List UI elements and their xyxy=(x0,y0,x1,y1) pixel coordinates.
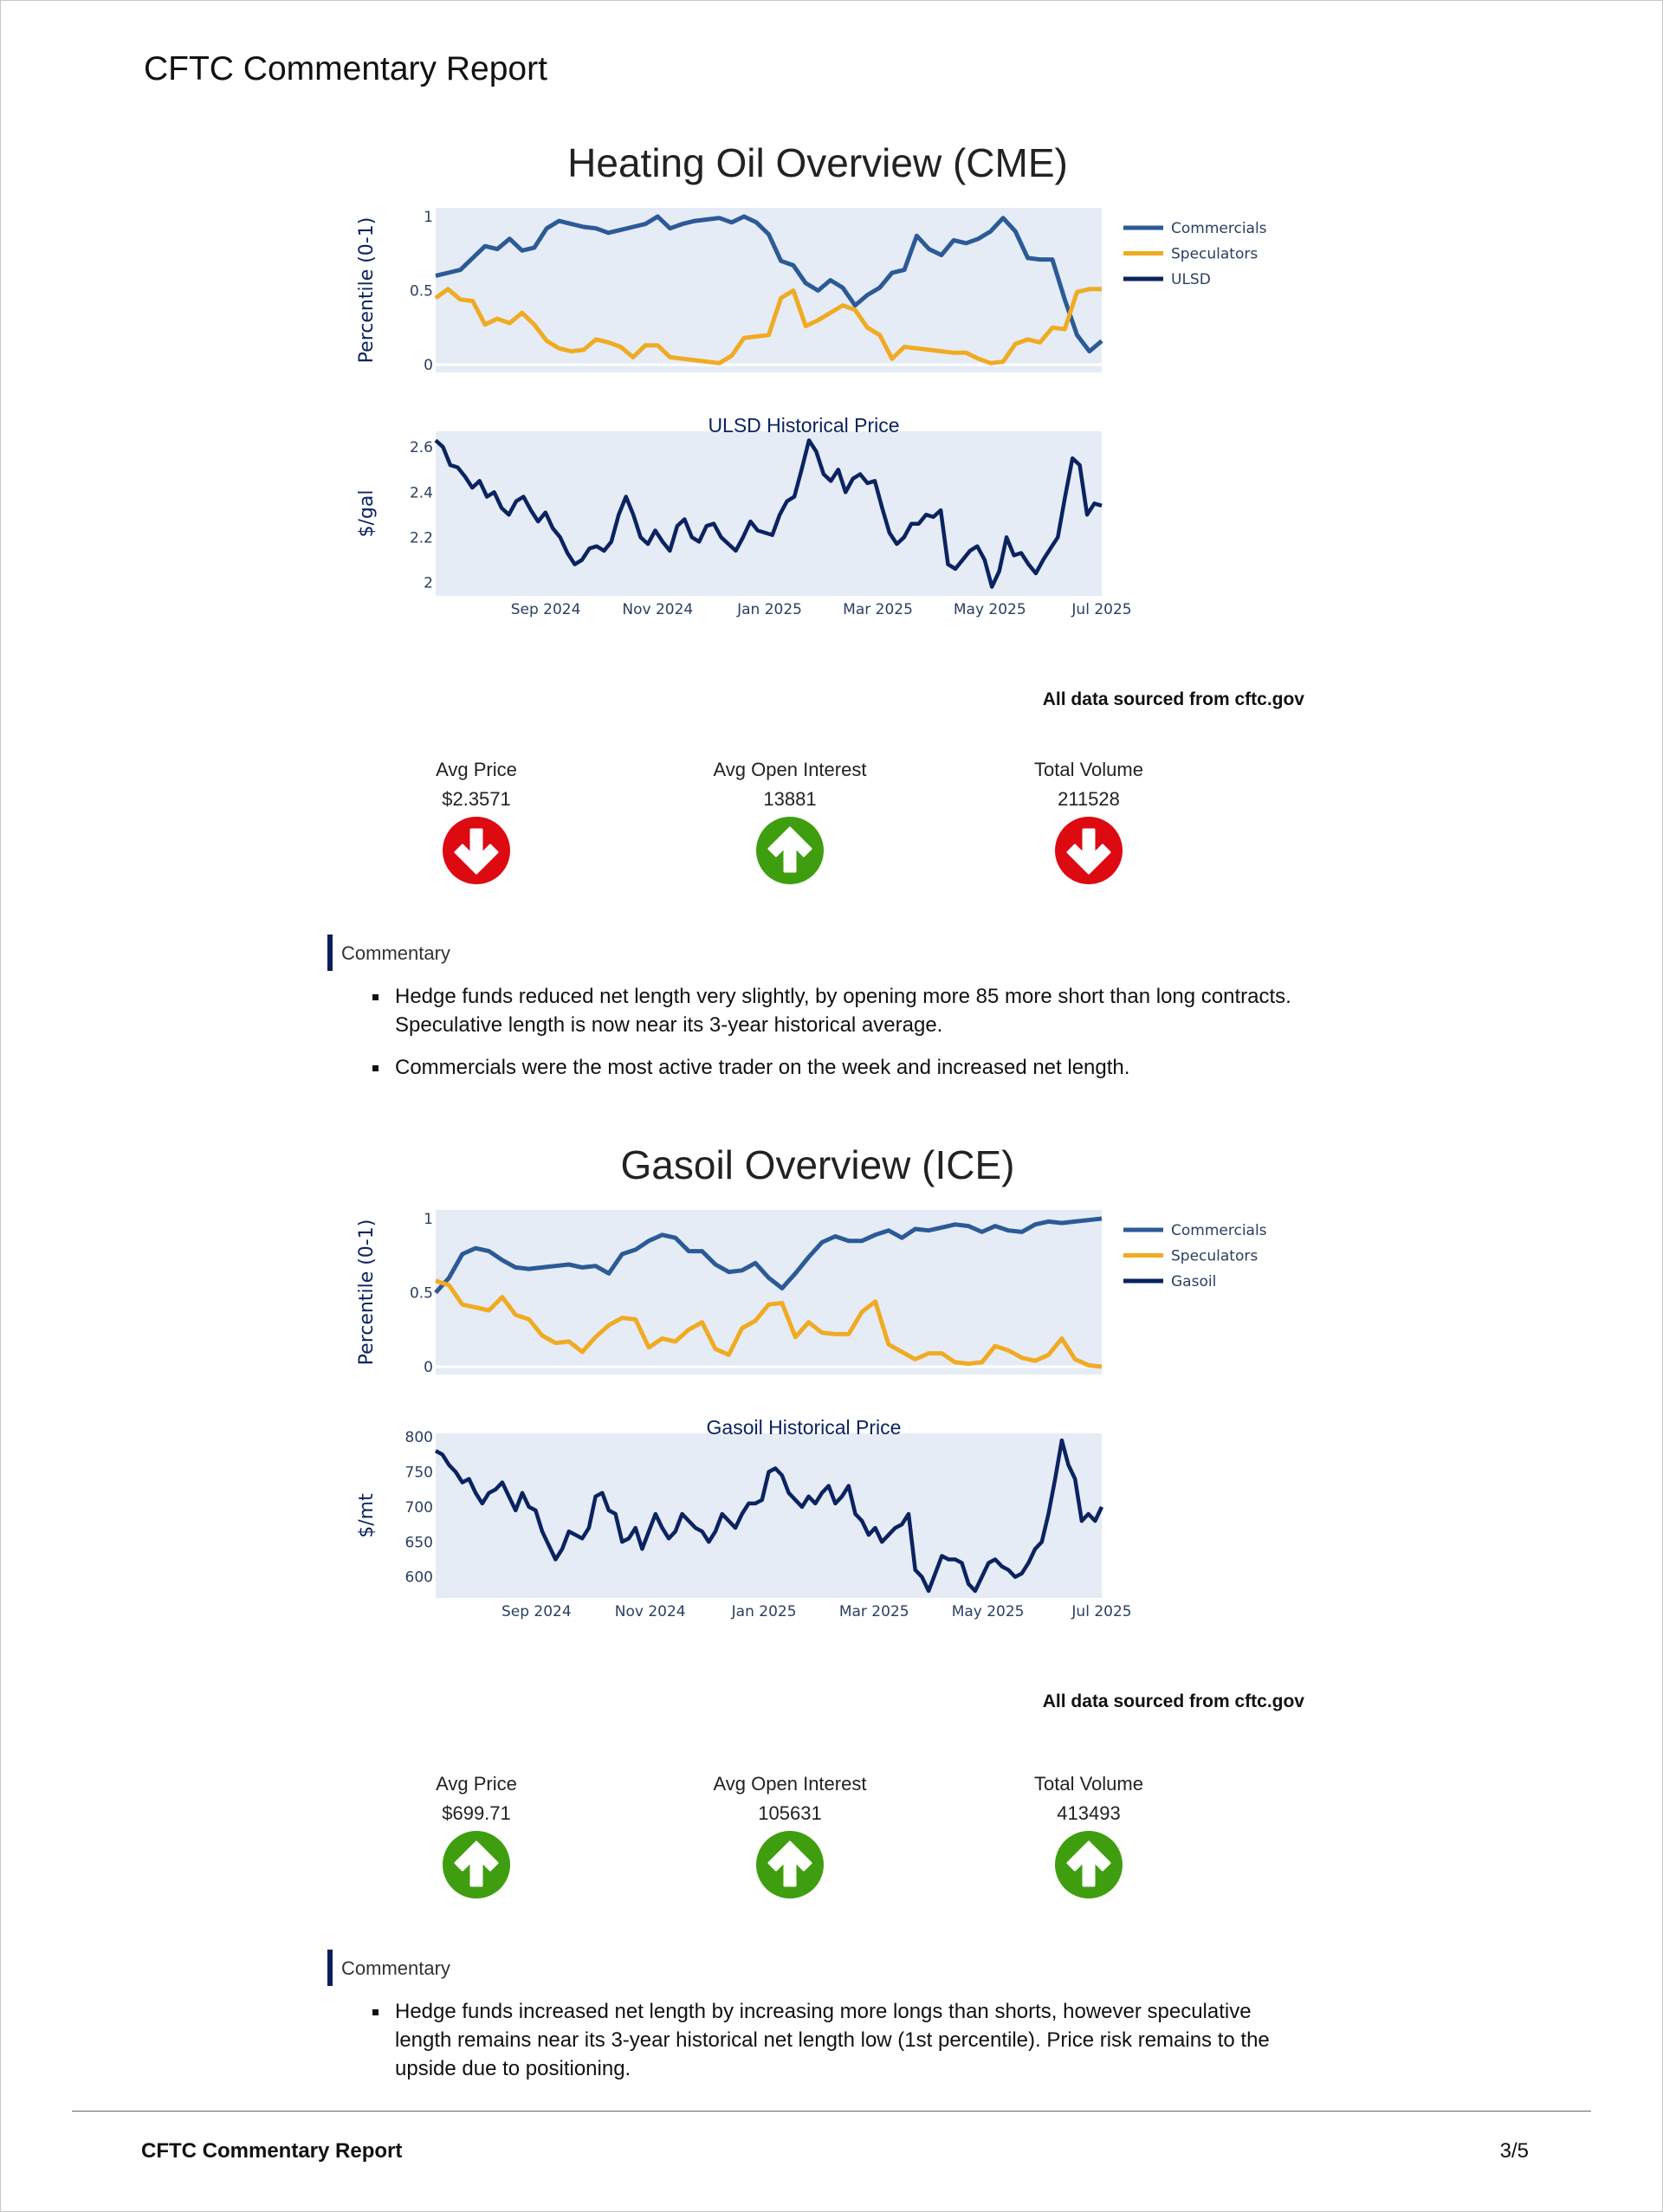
legend-item: Gasoil xyxy=(1171,1273,1216,1290)
arrow-down-icon xyxy=(443,817,510,884)
indicator-label: Total Volume xyxy=(1034,1773,1143,1795)
arrow-up-icon xyxy=(443,1831,510,1898)
legend-item: Speculators xyxy=(1171,246,1258,263)
indicator-value: $2.3571 xyxy=(442,788,511,810)
commentary-item: Hedge funds increased net length by incr… xyxy=(372,1997,1308,2083)
legend-item: Commercials xyxy=(1171,220,1267,237)
price-line xyxy=(434,1438,1104,1594)
commentary-accent-bar xyxy=(327,1950,333,1986)
commentary-accent-bar xyxy=(327,935,333,971)
commentary-title: Commentary xyxy=(341,1957,450,1979)
commentary-item: Hedge funds reduced net length very slig… xyxy=(372,982,1308,1039)
x-tick-label: Mar 2025 xyxy=(843,601,913,618)
price-plot-area xyxy=(436,1433,1102,1598)
y-tick-label: 0.5 xyxy=(410,1285,433,1303)
arrow-up-icon xyxy=(756,1831,824,1898)
indicator-value: $699.71 xyxy=(442,1802,511,1824)
x-tick-label: Nov 2024 xyxy=(622,601,693,618)
footer-title: CFTC Commentary Report xyxy=(141,2139,403,2163)
y-tick-label: 0 xyxy=(424,357,433,374)
commentary-list: Hedge funds reduced net length very slig… xyxy=(372,982,1308,1096)
price-plot-area xyxy=(436,431,1102,596)
y-tick-label: 0.5 xyxy=(410,283,433,301)
arrow-up-icon xyxy=(756,817,824,884)
heating-oil-chart: Heating Oil Overview (CME) 0 0.5 1 Percentil… xyxy=(356,140,1267,618)
indicator-value: 211528 xyxy=(1058,788,1120,810)
chart-title: Gasoil Overview (ICE) xyxy=(621,1142,1015,1187)
indicator-label: Avg Open Interest xyxy=(713,1773,867,1795)
y-tick-label: 1 xyxy=(424,209,433,226)
y-tick-label: 800 xyxy=(405,1429,433,1446)
price-line xyxy=(434,438,1103,589)
indicator-avg-open-interest: Avg Open Interest 13881 xyxy=(634,759,946,885)
y-axis-title: $/gal xyxy=(356,490,378,538)
y-tick-label: 600 xyxy=(405,1569,433,1587)
arrow-down-icon xyxy=(1055,817,1123,884)
arrow-up-icon xyxy=(1055,1831,1123,1898)
y-tick-label: 0 xyxy=(424,1359,433,1376)
y-tick-label: 750 xyxy=(405,1464,433,1481)
x-tick-label: Jan 2025 xyxy=(731,1603,797,1620)
chart-title: Heating Oil Overview (CME) xyxy=(567,140,1068,185)
y-tick-label: 2 xyxy=(424,574,433,592)
legend-item: Commercials xyxy=(1171,1222,1267,1239)
x-tick-label: May 2025 xyxy=(954,601,1026,618)
indicator-value: 105631 xyxy=(758,1802,822,1824)
y-tick-label: 2.6 xyxy=(410,439,433,456)
series-line-speculators xyxy=(434,287,1102,365)
x-tick-label: Sep 2024 xyxy=(501,1603,572,1620)
series-line-commercials xyxy=(434,1216,1103,1295)
y-axis-title: $/mt xyxy=(356,1493,378,1538)
legend-item: ULSD xyxy=(1171,271,1211,288)
legend-item: Speculators xyxy=(1171,1248,1258,1265)
report-title: CFTC Commentary Report xyxy=(144,50,547,87)
series-line-speculators xyxy=(435,1278,1103,1369)
commentary-item: Commercials were the most active trader … xyxy=(372,1053,1308,1082)
x-tick-label: Nov 2024 xyxy=(615,1603,686,1620)
source-note: All data sourced from cftc.gov xyxy=(1042,689,1304,709)
y-tick-label: 2.4 xyxy=(410,484,433,501)
commentary-title: Commentary xyxy=(341,942,450,964)
y-axis-title: Percentile (0-1) xyxy=(356,1219,378,1366)
percentile-plot-area xyxy=(436,1210,1102,1374)
indicator-label: Avg Price xyxy=(436,1773,517,1795)
x-tick-label: Jul 2025 xyxy=(1071,1603,1131,1620)
indicator-total-volume: Total Volume 211528 xyxy=(933,759,1245,885)
y-tick-label: 650 xyxy=(405,1534,433,1551)
y-tick-label: 1 xyxy=(424,1211,433,1228)
page-number: 3/5 xyxy=(1499,2139,1529,2163)
series-line-commercials xyxy=(435,214,1103,354)
x-tick-label: Jan 2025 xyxy=(736,601,802,618)
y-axis-title: Percentile (0-1) xyxy=(356,217,378,364)
indicator-avg-open-interest: Avg Open Interest 105631 xyxy=(634,1773,946,1899)
indicator-avg-price: Avg Price $699.71 xyxy=(320,1773,632,1899)
commentary-list: Hedge funds increased net length by incr… xyxy=(372,1997,1308,2097)
price-subplot-title: Gasoil Historical Price xyxy=(707,1416,902,1439)
source-note: All data sourced from cftc.gov xyxy=(1042,1691,1304,1711)
gasoil-chart: Gasoil Overview (ICE) 0 0.5 1 Percentile (0-… xyxy=(356,1142,1267,1620)
y-tick-label: 700 xyxy=(405,1499,433,1517)
indicator-label: Total Volume xyxy=(1034,759,1143,780)
indicator-total-volume: Total Volume 413493 xyxy=(933,1773,1245,1899)
indicator-label: Avg Open Interest xyxy=(713,759,867,780)
y-tick-label: 2.2 xyxy=(410,529,433,547)
x-tick-label: Mar 2025 xyxy=(839,1603,909,1620)
indicator-label: Avg Price xyxy=(436,759,517,780)
indicator-avg-price: Avg Price $2.3571 xyxy=(320,759,632,885)
x-tick-label: Jul 2025 xyxy=(1071,601,1131,618)
footer-divider xyxy=(72,2111,1591,2112)
indicator-value: 13881 xyxy=(763,788,817,810)
x-tick-label: Sep 2024 xyxy=(511,601,581,618)
indicator-value: 413493 xyxy=(1057,1802,1121,1824)
x-tick-label: May 2025 xyxy=(952,1603,1025,1620)
price-subplot-title: ULSD Historical Price xyxy=(708,414,899,437)
